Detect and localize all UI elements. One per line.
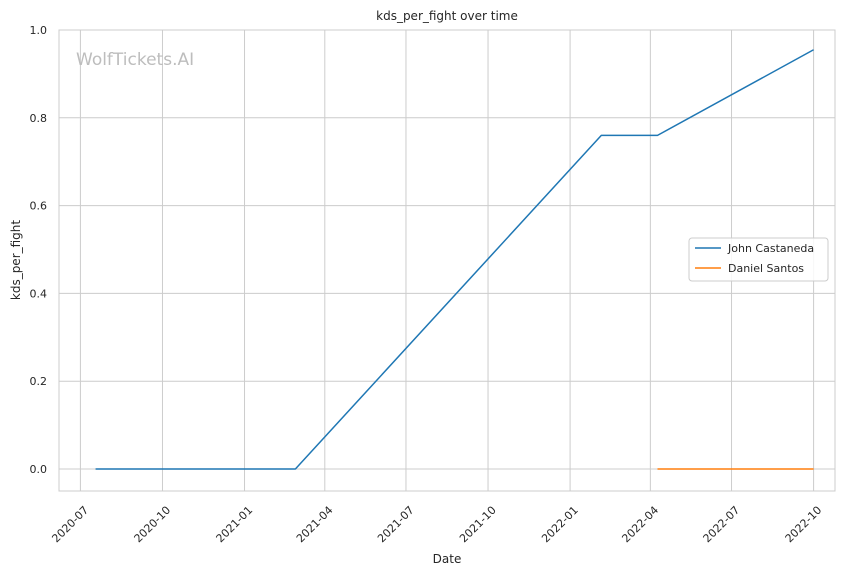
y-axis-label: kds_per_fight <box>9 220 23 301</box>
legend-label: Daniel Santos <box>728 262 804 275</box>
x-axis-label: Date <box>433 552 462 566</box>
y-tick-label: 0.0 <box>30 463 48 476</box>
series-line-0 <box>95 49 814 470</box>
y-tick-label: 0.4 <box>30 287 48 300</box>
watermark: WolfTickets.AI <box>76 50 194 70</box>
y-tick-label: 1.0 <box>30 24 48 37</box>
y-tick-labels: 0.0 0.2 0.4 0.6 0.8 1.0 <box>30 24 48 476</box>
y-tick-label: 0.6 <box>30 200 48 213</box>
legend: John Castaneda Daniel Santos <box>688 237 829 282</box>
legend-box <box>688 237 829 282</box>
legend-label: John Castaneda <box>727 242 814 255</box>
series-layer <box>95 49 814 470</box>
y-tick-label: 0.2 <box>30 375 48 388</box>
plot-frame <box>58 29 836 492</box>
chart-title: kds_per_fight over time <box>376 9 518 23</box>
y-tick-label: 0.8 <box>30 112 48 125</box>
